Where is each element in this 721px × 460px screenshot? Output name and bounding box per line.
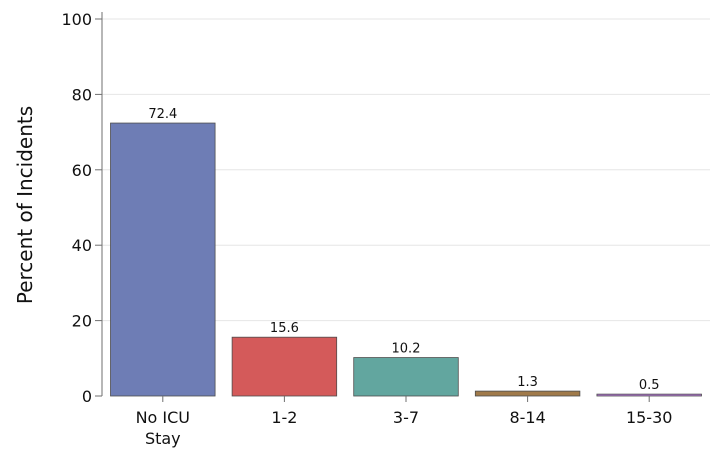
- data-label: 72.4: [148, 107, 177, 122]
- data-label: 15.6: [270, 321, 299, 336]
- bar: [110, 122, 216, 397]
- data-label: 1.3: [517, 375, 538, 390]
- x-tick-label: 8-14: [509, 408, 545, 427]
- y-tick-labels: 0 20 40 60 80 100: [61, 10, 102, 406]
- x-tick-label: No ICU: [136, 408, 190, 427]
- x-tick-label: 1-2: [271, 408, 297, 427]
- y-tick-label: 60: [72, 161, 92, 180]
- y-tick-label: 0: [82, 387, 92, 406]
- data-label: 10.2: [392, 342, 421, 357]
- bar: [231, 336, 338, 397]
- x-tick-label: Stay: [145, 429, 181, 448]
- x-tick-label: 3-7: [393, 408, 419, 427]
- y-axis-title: Percent of Incidents: [13, 106, 37, 304]
- bar: [353, 357, 459, 397]
- bar: [474, 390, 581, 397]
- bars: [110, 122, 702, 397]
- data-label: 0.5: [639, 378, 660, 393]
- y-tick-label: 20: [72, 312, 92, 331]
- y-tick-label: 80: [72, 85, 92, 104]
- data-labels: 72.4 15.6 10.2 1.3 0.5: [148, 107, 659, 393]
- x-tick-label: 15-30: [626, 408, 673, 427]
- x-tick-labels: No ICU Stay 1-2 3-7 8-14 15-30: [136, 396, 673, 448]
- bar: [596, 393, 702, 397]
- y-tick-label: 100: [61, 10, 92, 29]
- y-tick-label: 40: [72, 236, 92, 255]
